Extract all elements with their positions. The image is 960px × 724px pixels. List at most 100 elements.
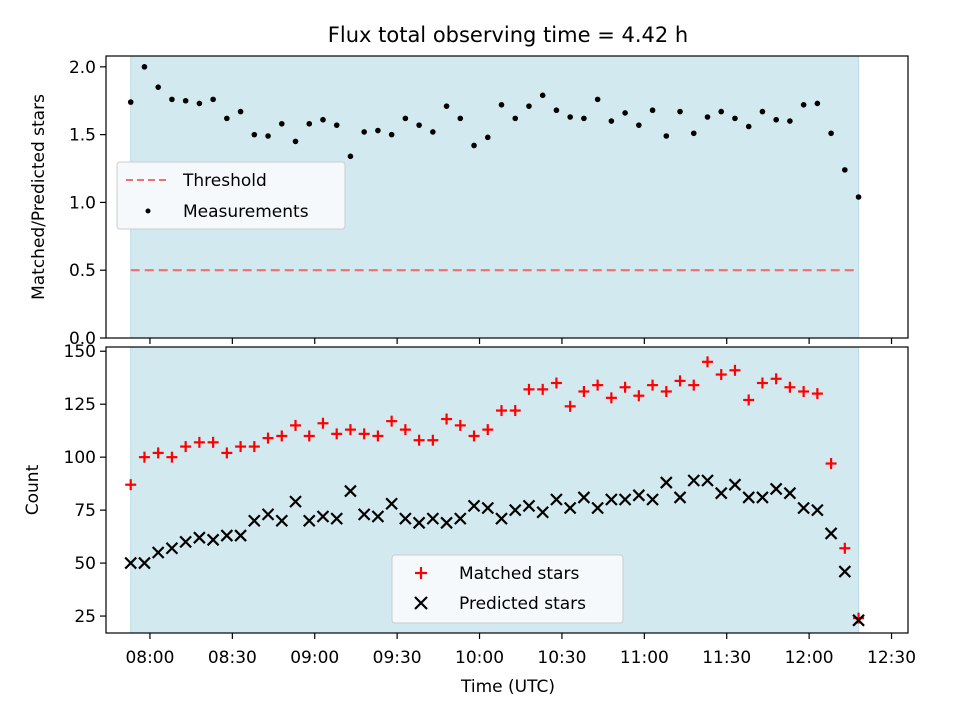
predicted-star-point (495, 512, 508, 525)
predicted-star-point (824, 527, 838, 540)
predicted-star-point (412, 516, 426, 530)
measurement-point (581, 115, 587, 122)
measurement-point (169, 96, 175, 103)
matched-star-point (262, 432, 274, 444)
predicted-star-point (591, 501, 604, 515)
measurement-point (416, 122, 422, 128)
y-tick-label: 25 (74, 607, 96, 627)
chart-title: Flux total observing time = 4.42 h (328, 23, 688, 47)
bottom-y-axis-ticks: 25 50 75 100 125 150 (64, 342, 106, 627)
matched-star-point (317, 417, 329, 429)
measurement-point (430, 129, 436, 135)
bottom-panel: 25 50 75 100 125 150 08:00 08:30 09:00 09:30 10:0… (23, 342, 916, 697)
matched-star-point (207, 436, 219, 448)
predicted-star-point (124, 556, 137, 570)
measurement-point (141, 64, 148, 70)
measurement-point (814, 100, 821, 107)
predicted-star-point (467, 499, 481, 513)
matched-star-point (152, 447, 164, 459)
y-tick-label: 100 (64, 448, 96, 468)
predicted-star-point (371, 510, 385, 523)
measurement-point (127, 99, 134, 105)
predicted-star-point (701, 474, 714, 487)
matched-star-point (605, 392, 617, 404)
x-tick-label: 11:00 (620, 648, 669, 668)
measurement-point (388, 131, 395, 138)
measurement-point (690, 130, 697, 137)
bottom-axes-frame (105, 346, 909, 634)
matched-star-point (358, 428, 370, 440)
matched-star-point (715, 369, 727, 381)
predicted-star-point (714, 486, 728, 500)
measurement-point (155, 84, 161, 90)
predicted-star-point (728, 478, 742, 491)
predicted-star-point (481, 501, 495, 515)
y-tick-label: 0.0 (69, 329, 96, 349)
predicted-star-point (742, 491, 755, 504)
x-tick-label: 08:00 (125, 648, 174, 668)
predicted-star-point (302, 514, 316, 527)
predicted-star-point (330, 512, 343, 525)
legend-measurements-swatch (145, 208, 151, 214)
matched-star-point (166, 451, 178, 463)
x-tick-label: 10:00 (455, 648, 504, 668)
predicted-star-point (234, 529, 247, 542)
top-y-axis-ticks: 0.0 0.5 1.0 1.5 2.0 (69, 58, 106, 349)
bottom-x-axis-ticks: 08:00 08:30 09:00 09:30 10:00 10:30 11:00 11:30… (125, 633, 916, 668)
matched-star-point (729, 364, 741, 376)
matched-star-point (688, 379, 700, 391)
measurement-point (622, 110, 628, 116)
predicted-star-point (536, 505, 549, 519)
measurement-point (594, 96, 601, 103)
measurement-point (471, 142, 477, 149)
predicted-star-point (248, 514, 261, 527)
matched-star-point (660, 385, 672, 397)
predicted-star-point (687, 474, 701, 487)
measurement-point (608, 118, 615, 124)
matched-star-point (798, 385, 810, 397)
predicted-star-point (261, 508, 275, 521)
measurement-point (663, 133, 670, 139)
matched-star-point (193, 436, 205, 448)
matched-star-point (138, 451, 150, 463)
matched-star-point (468, 430, 480, 442)
measurement-point (773, 116, 779, 123)
measurement-point (333, 122, 340, 128)
matched-star-point (399, 424, 411, 436)
x-tick-label: 08:30 (208, 648, 257, 668)
top-legend: Threshold Measurements (116, 161, 346, 230)
measurement-point (842, 167, 848, 173)
x-tick-label: 10:30 (537, 648, 586, 668)
bottom-legend-box (391, 554, 624, 624)
top-panel: 0.00.51.01.52.0 Matched/Predicted stars … (29, 55, 909, 349)
predicted-star-point (220, 529, 234, 542)
predicted-star-point (508, 503, 522, 517)
matched-star-point (743, 394, 755, 406)
matched-star-point (276, 430, 288, 442)
measurement-point (636, 122, 642, 128)
matched-star-point (619, 381, 631, 393)
matched-star-point (496, 405, 508, 417)
matched-star-point (125, 479, 137, 491)
matched-star-point (235, 441, 247, 453)
legend-measurements-label: Measurements (183, 202, 309, 222)
predicted-star-point (357, 508, 371, 521)
measurement-point (306, 120, 313, 127)
predicted-star-point (660, 476, 673, 489)
y-tick-label: 0.5 (69, 261, 96, 281)
measurement-point (457, 115, 464, 122)
predicted-star-point (769, 482, 783, 496)
measurement-point (567, 114, 573, 120)
matched-star-point (550, 377, 562, 389)
measurement-point (375, 127, 381, 134)
predicted-star-point (440, 516, 453, 530)
measurement-point (553, 107, 560, 114)
x-axis-label: Time (UTC) (460, 677, 555, 697)
matched-star-point (674, 375, 686, 387)
matched-star-point (180, 441, 192, 453)
measurement-points (127, 64, 862, 200)
matched-star-point (702, 356, 713, 368)
y-tick-label: 75 (74, 501, 96, 521)
legend-threshold-label: Threshold (182, 171, 267, 191)
